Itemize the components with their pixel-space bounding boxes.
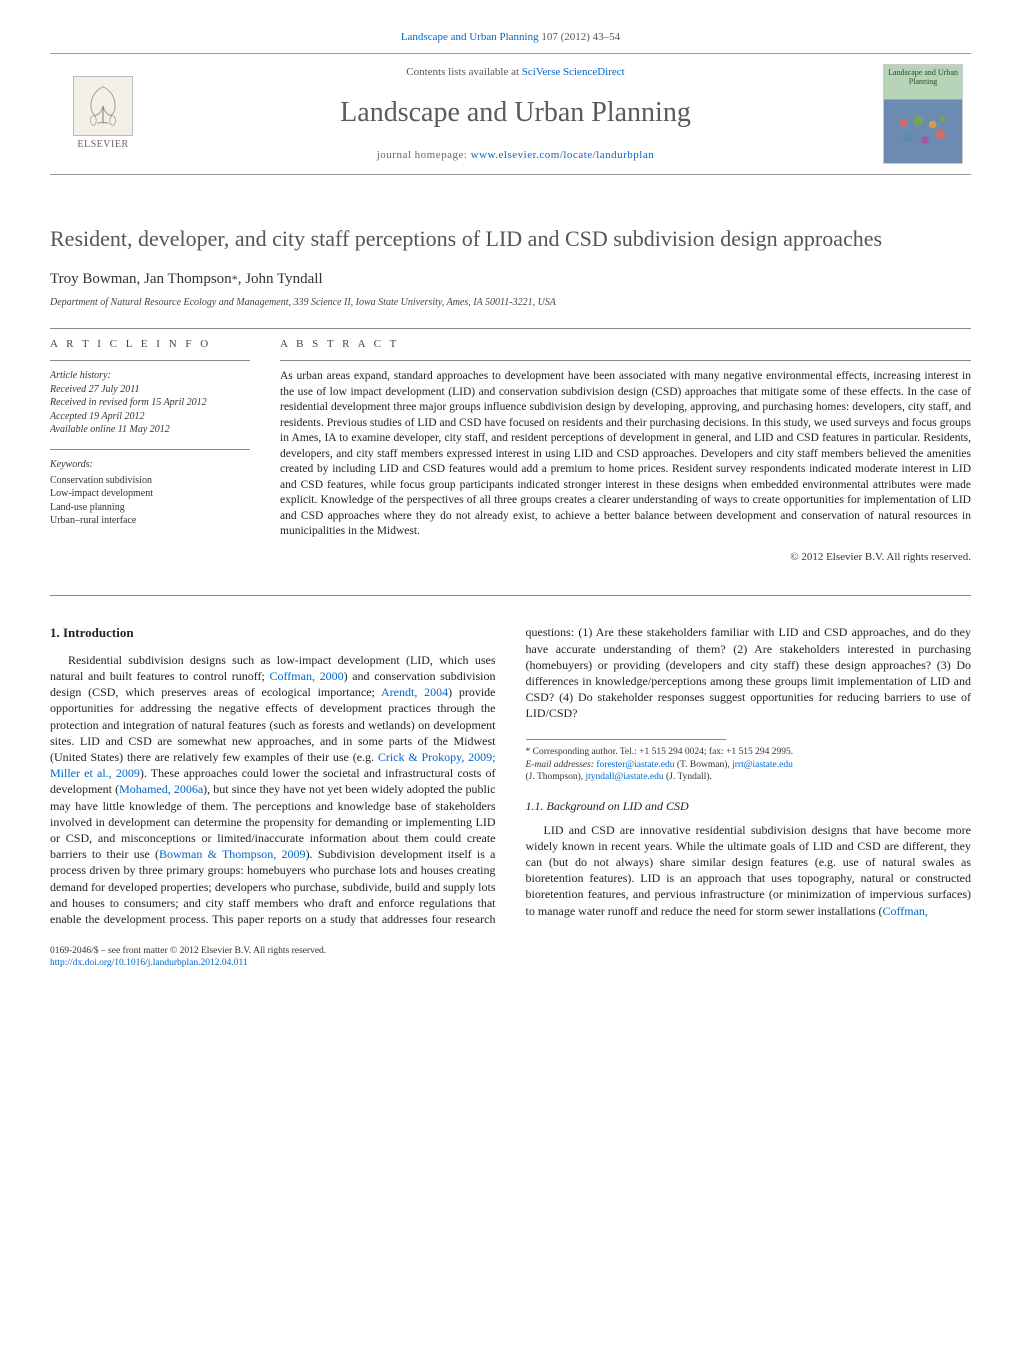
article-info-heading: A R T I C L E I N F O <box>50 337 250 352</box>
citation-link[interactable]: Bowman & Thompson, 2009 <box>159 847 306 861</box>
email-link[interactable]: jtyndall@iastate.edu <box>586 772 664 782</box>
journal-homepage-line: journal homepage: www.elsevier.com/locat… <box>148 148 883 163</box>
keywords-label: Keywords: <box>50 458 250 472</box>
divider <box>50 360 250 361</box>
history-line: Available online 11 May 2012 <box>50 423 250 437</box>
article-body: 1. Introduction Residential subdivision … <box>50 624 971 927</box>
divider <box>280 360 971 361</box>
footnote-email-line: E-mail addresses: forester@iastate.edu (… <box>526 759 972 784</box>
publisher-logo: ELSEVIER <box>58 76 148 152</box>
abstract-heading: A B S T R A C T <box>280 337 971 352</box>
article-meta-block: A R T I C L E I N F O Article history: R… <box>50 337 971 565</box>
citation-link[interactable]: Coffman, 2000 <box>270 669 344 683</box>
email-link[interactable]: jrrt@iastate.edu <box>732 760 793 770</box>
masthead-center: Contents lists available at SciVerse Sci… <box>148 65 883 163</box>
divider <box>50 595 971 596</box>
keyword: Urban–rural interface <box>50 514 250 528</box>
keyword: Land-use planning <box>50 501 250 515</box>
page-footer: 0169-2046/$ – see front matter © 2012 El… <box>50 945 971 970</box>
history-line: Accepted 19 April 2012 <box>50 410 250 424</box>
keywords-list: Conservation subdivision Low-impact deve… <box>50 474 250 528</box>
body-paragraph: LID and CSD are innovative residential s… <box>526 822 972 919</box>
cover-title: Landscape and Urban Planning <box>884 69 962 87</box>
abstract-text: As urban areas expand, standard approach… <box>280 369 971 540</box>
front-matter-line: 0169-2046/$ – see front matter © 2012 El… <box>50 945 971 957</box>
divider <box>50 449 250 450</box>
author-list: Troy Bowman, Jan Thompson*, John Tyndall <box>50 269 971 290</box>
email-attrib: (J. Thompson), <box>526 772 586 782</box>
subsection-heading: 1.1. Background on LID and CSD <box>526 798 972 814</box>
keyword: Low-impact development <box>50 487 250 501</box>
journal-masthead: ELSEVIER Contents lists available at Sci… <box>50 53 971 175</box>
cover-graphic-icon <box>894 113 952 153</box>
footnote-corr-line: * Corresponding author. Tel.: +1 515 294… <box>526 746 972 758</box>
citation-journal-link[interactable]: Landscape and Urban Planning <box>401 31 539 43</box>
email-attrib: (T. Bowman), <box>675 760 733 770</box>
doi-link[interactable]: http://dx.doi.org/10.1016/j.landurbplan.… <box>50 958 248 968</box>
homepage-prefix: journal homepage: <box>377 149 471 161</box>
authors-lead: Troy Bowman, Jan Thompson <box>50 271 232 287</box>
citation-link[interactable]: Arendt, 2004 <box>381 685 448 699</box>
history-label: Article history: <box>50 369 250 383</box>
journal-homepage-link[interactable]: www.elsevier.com/locate/landurbplan <box>471 149 655 161</box>
email-attrib: (J. Tyndall). <box>664 772 712 782</box>
article-history: Article history: Received 27 July 2011 R… <box>50 369 250 437</box>
history-line: Received 27 July 2011 <box>50 383 250 397</box>
history-line: Received in revised form 15 April 2012 <box>50 396 250 410</box>
contents-prefix: Contents lists available at <box>406 66 521 78</box>
divider <box>50 328 971 329</box>
email-link[interactable]: forester@iastate.edu <box>596 760 674 770</box>
sciencedirect-link[interactable]: SciVerse ScienceDirect <box>522 66 625 78</box>
elsevier-tree-icon <box>73 76 133 136</box>
abstract-column: A B S T R A C T As urban areas expand, s… <box>280 337 971 565</box>
footnote-separator <box>526 739 726 740</box>
journal-cover-thumbnail: Landscape and Urban Planning <box>883 64 963 164</box>
citation-vol-pages: 107 (2012) 43–54 <box>539 31 621 43</box>
corresponding-author-footnote: * Corresponding author. Tel.: +1 515 294… <box>526 746 972 783</box>
journal-name: Landscape and Urban Planning <box>148 93 883 132</box>
author-affiliation: Department of Natural Resource Ecology a… <box>50 296 971 310</box>
copyright-line: © 2012 Elsevier B.V. All rights reserved… <box>280 550 971 565</box>
citation-link[interactable]: Coffman, <box>882 904 927 918</box>
citation-link[interactable]: Mohamed, 2006a <box>119 782 203 796</box>
contents-available-line: Contents lists available at SciVerse Sci… <box>148 65 883 80</box>
article-title: Resident, developer, and city staff perc… <box>50 225 971 253</box>
authors-tail: , John Tyndall <box>238 271 323 287</box>
section-heading: 1. Introduction <box>50 624 496 642</box>
keyword: Conservation subdivision <box>50 474 250 488</box>
email-label: E-mail addresses: <box>526 760 597 770</box>
publisher-name: ELSEVIER <box>77 138 128 152</box>
citation-header: Landscape and Urban Planning 107 (2012) … <box>50 30 971 45</box>
article-info-column: A R T I C L E I N F O Article history: R… <box>50 337 250 565</box>
